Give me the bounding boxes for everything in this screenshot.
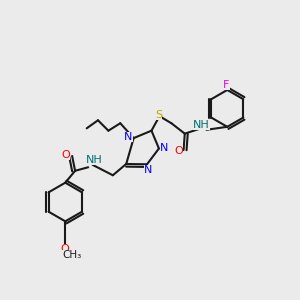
Text: O: O bbox=[60, 244, 69, 254]
Text: CH₃: CH₃ bbox=[62, 250, 82, 260]
Text: N: N bbox=[124, 132, 133, 142]
Text: F: F bbox=[223, 80, 230, 90]
Text: NH: NH bbox=[193, 120, 210, 130]
Text: N: N bbox=[144, 165, 152, 175]
Text: O: O bbox=[61, 150, 70, 160]
Text: N: N bbox=[160, 143, 169, 153]
Text: NH: NH bbox=[85, 154, 102, 164]
Text: S: S bbox=[155, 110, 162, 120]
Text: O: O bbox=[174, 146, 183, 156]
